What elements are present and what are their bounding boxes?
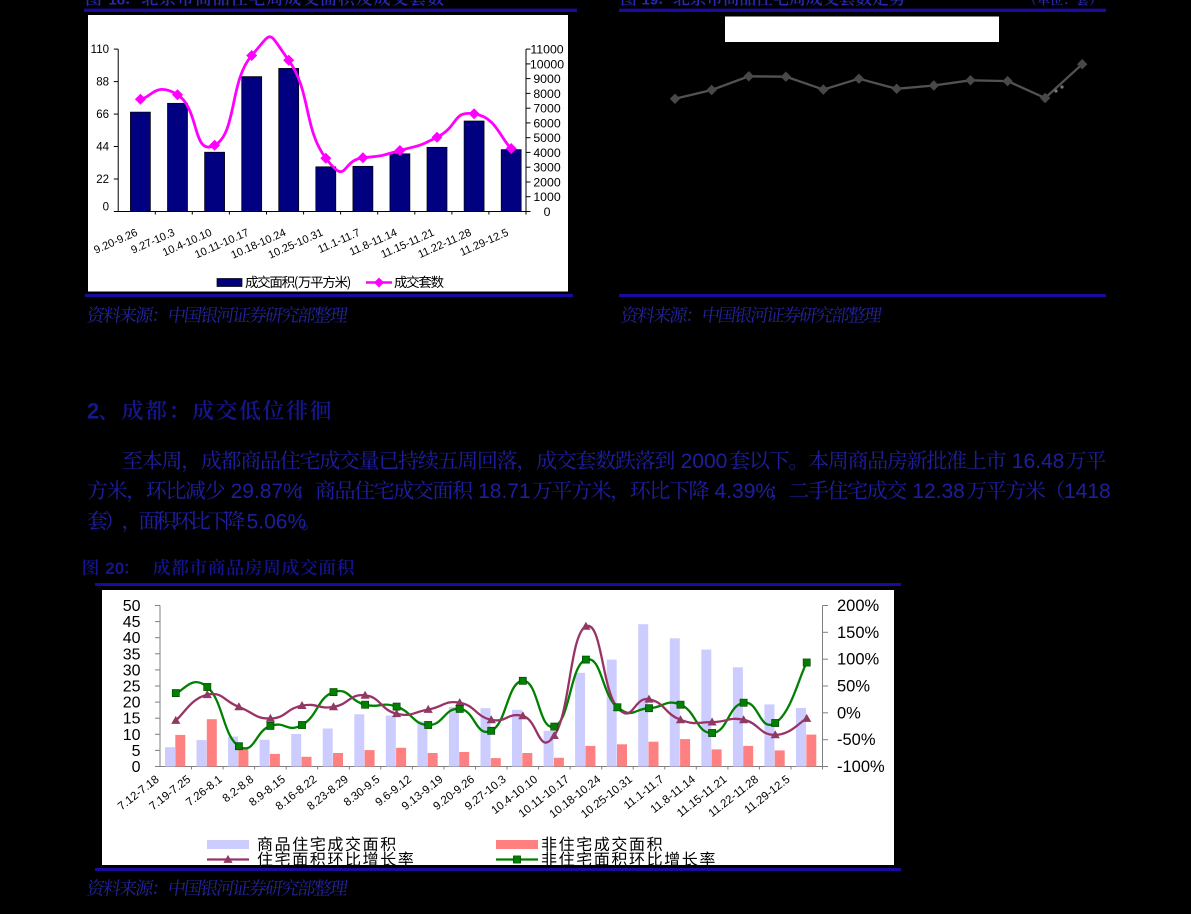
svg-text:8000: 8000: [533, 87, 561, 101]
svg-text:44: 44: [96, 142, 109, 154]
svg-text:16.48: 16.48: [1012, 450, 1065, 473]
svg-text:5000: 5000: [533, 131, 561, 145]
svg-text:40: 40: [123, 630, 141, 647]
svg-text:30: 30: [123, 662, 141, 679]
svg-text:11000: 11000: [530, 43, 563, 57]
svg-text:0%: 0%: [837, 704, 861, 722]
svg-text:7000: 7000: [533, 102, 561, 116]
svg-text:18: 18: [108, 0, 125, 9]
svg-text:88: 88: [96, 77, 109, 89]
svg-text:3000: 3000: [533, 161, 561, 175]
svg-text:0: 0: [132, 759, 141, 776]
svg-text:100%: 100%: [837, 651, 880, 669]
svg-text:-50%: -50%: [837, 731, 876, 749]
svg-text:0: 0: [103, 202, 109, 214]
svg-text:12.38: 12.38: [912, 480, 965, 503]
svg-text:2: 2: [87, 399, 99, 424]
svg-text:9000: 9000: [533, 72, 561, 86]
svg-text:200%: 200%: [837, 597, 880, 615]
svg-text:10000: 10000: [530, 57, 564, 71]
svg-text:22: 22: [96, 174, 109, 186]
svg-text:150%: 150%: [837, 624, 880, 642]
svg-text:19: 19: [642, 0, 659, 9]
svg-text:5: 5: [132, 743, 141, 760]
svg-text:20: 20: [123, 695, 141, 712]
svg-text:2000: 2000: [533, 175, 561, 189]
svg-text:110: 110: [91, 44, 109, 56]
svg-text:29.87%: 29.87%: [231, 480, 302, 503]
svg-text:20: 20: [105, 559, 124, 578]
svg-text:45: 45: [123, 614, 141, 631]
svg-text:10: 10: [123, 727, 141, 744]
svg-text:4000: 4000: [533, 146, 561, 160]
svg-text:25: 25: [123, 679, 141, 696]
svg-text:0: 0: [544, 205, 551, 219]
svg-text:18.71: 18.71: [478, 480, 531, 503]
svg-text:6000: 6000: [533, 116, 561, 130]
svg-text:1418: 1418: [1064, 480, 1111, 503]
svg-text:35: 35: [123, 646, 141, 663]
svg-text:5.06%: 5.06%: [247, 510, 307, 533]
svg-text:1000: 1000: [533, 190, 561, 204]
svg-text:50%: 50%: [837, 678, 870, 696]
svg-text:2000: 2000: [681, 450, 728, 473]
svg-text:66: 66: [96, 109, 109, 121]
svg-text:-100%: -100%: [837, 758, 885, 776]
svg-text:50: 50: [123, 598, 141, 615]
svg-text:4.39%: 4.39%: [715, 480, 775, 503]
svg-text:15: 15: [123, 711, 141, 728]
